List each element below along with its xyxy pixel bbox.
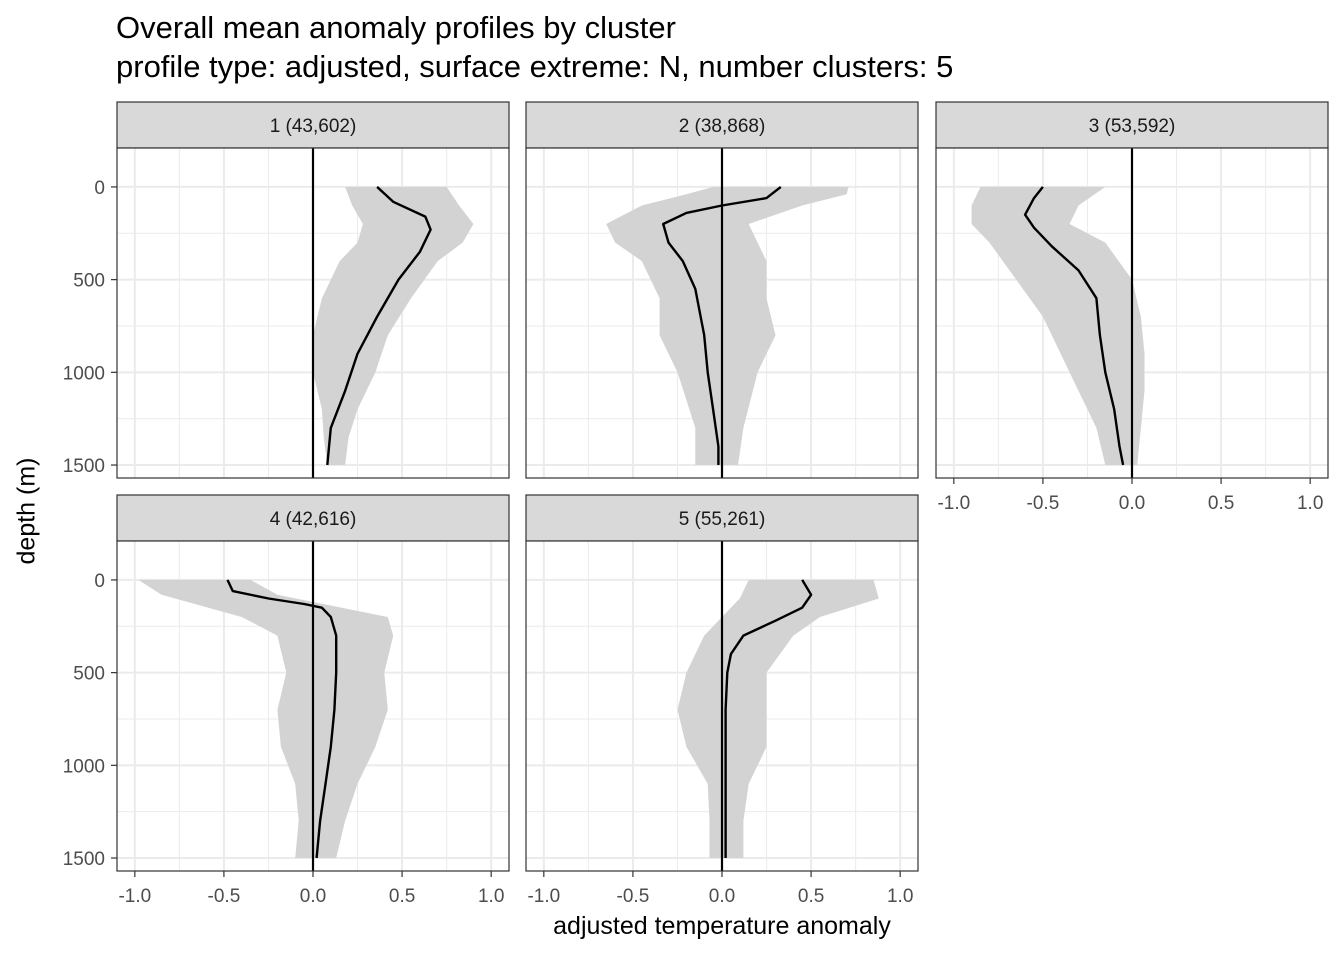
panel-1-mean-line (326, 186, 432, 466)
panel-3-x-tick-label: -1.0 (937, 493, 970, 514)
panel-5-mean-line (724, 579, 813, 858)
panel-4-y-tick-label: 0 (94, 571, 105, 592)
panel-5-x-tick-label: -0.5 (617, 886, 650, 907)
panel-2-ribbon (606, 186, 849, 465)
panel-5-strip (525, 494, 919, 542)
panel-5-x-tick-label: -1.0 (527, 886, 560, 907)
panel-4-strip-label: 4 (42,616) (270, 509, 357, 530)
panel-1-strip (116, 101, 510, 149)
panel-3-x-tick-label: 1.0 (1297, 493, 1323, 514)
panel-5-ribbon (677, 579, 879, 858)
panel-4-mean-line (226, 579, 338, 859)
panel-5-x-tick-label: 0.5 (798, 886, 824, 907)
panel-1-border (116, 147, 510, 479)
panel-3-ribbon (971, 186, 1145, 465)
panel-1-y-tick-label: 500 (73, 271, 105, 292)
panel-3-mean-line (1023, 186, 1125, 466)
panel-4-y-tick-label: 1500 (63, 849, 105, 870)
panel-3-x-tick-label: 0.5 (1208, 493, 1234, 514)
panel-1-ribbon (313, 186, 474, 465)
panel-5-x-tick-label: 0.0 (709, 886, 735, 907)
x-axis-label: adjusted temperature anomaly (553, 912, 891, 940)
panel-4-y-tick-label: 1000 (63, 756, 105, 777)
panel-2-strip-label: 2 (38,868) (679, 116, 766, 137)
panel-4-x-tick-label: -0.5 (208, 886, 241, 907)
panel-5-strip-label: 5 (55,261) (679, 509, 766, 530)
panel-2-border (525, 147, 919, 479)
panel-3-strip-label: 3 (53,592) (1089, 116, 1176, 137)
panel-1-y-tick-label: 1500 (63, 456, 105, 477)
panel-1-strip-label: 1 (43,602) (270, 116, 357, 137)
panel-4-x-tick-label: 1.0 (478, 886, 504, 907)
panel-3-x-tick-label: -0.5 (1027, 493, 1060, 514)
panel-5-x-tick-label: 1.0 (887, 886, 913, 907)
panel-1-y-tick-label: 0 (94, 178, 105, 199)
panel-4-x-tick-label: 0.5 (389, 886, 415, 907)
panel-2-strip (525, 101, 919, 149)
panel-1-y-tick-label: 1000 (63, 363, 105, 384)
chart-title: Overall mean anomaly profiles by cluster (116, 10, 676, 45)
panel-4-x-tick-label: 0.0 (300, 886, 326, 907)
chart-subtitle: profile type: adjusted, surface extreme:… (116, 49, 954, 84)
panel-4-x-tick-label: -1.0 (118, 886, 151, 907)
panel-4-strip (116, 494, 510, 542)
panel-4-y-tick-label: 500 (73, 664, 105, 685)
panel-3-x-tick-label: 0.0 (1119, 493, 1145, 514)
panel-4-ribbon (138, 579, 394, 858)
